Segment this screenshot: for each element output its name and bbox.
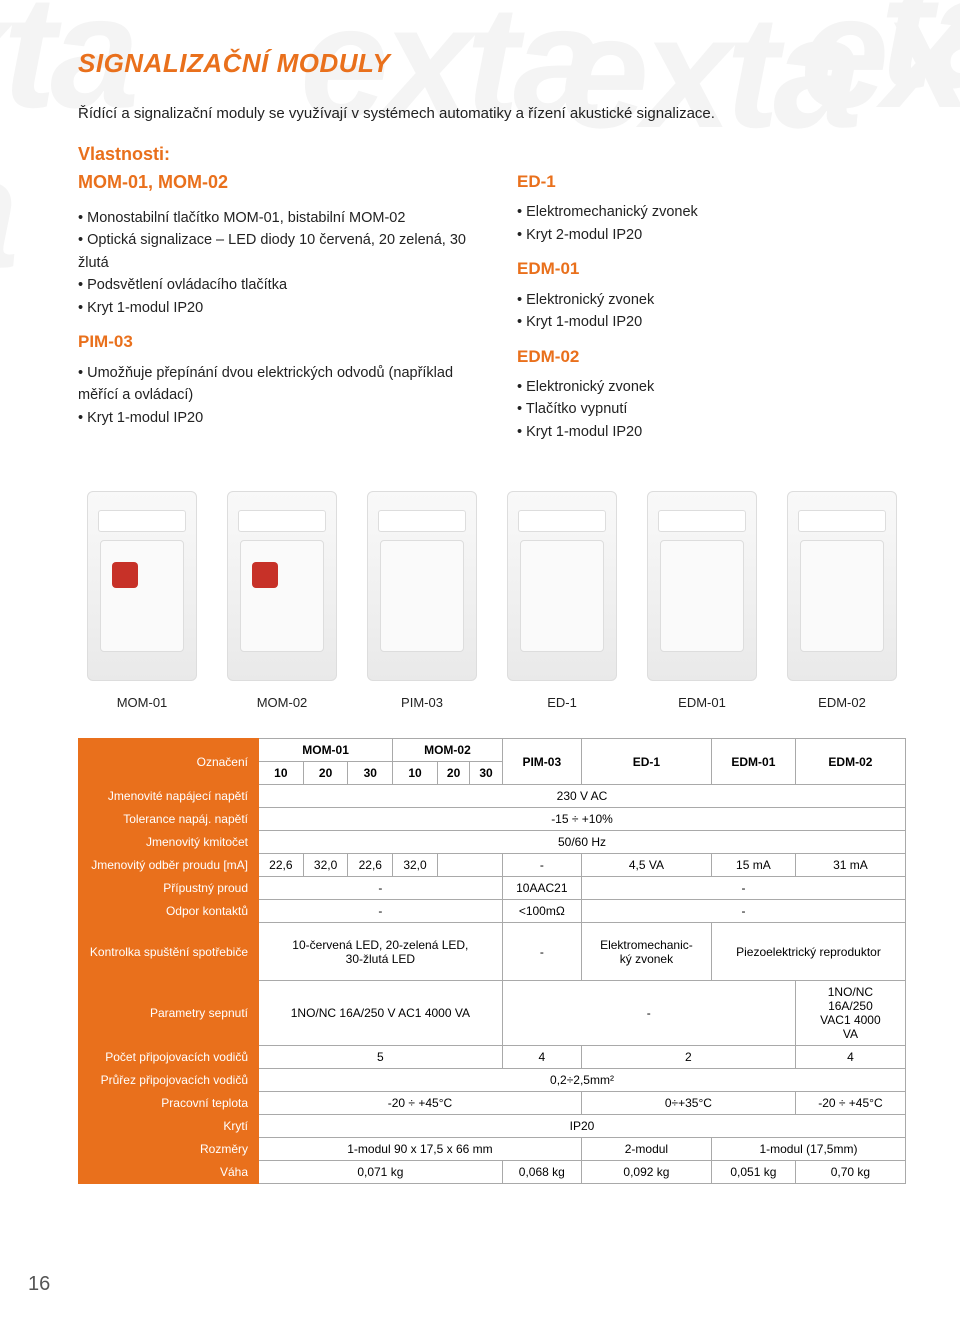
product-label: MOM-02 bbox=[257, 695, 308, 710]
right-column: ED-1 Elektromechanický zvonekKryt 2-modu… bbox=[517, 169, 906, 443]
page-number: 16 bbox=[28, 1273, 50, 1296]
bullet-item: Monostabilní tlačítko MOM-01, bistabilní… bbox=[78, 207, 467, 229]
bullet-item: Elektronický zvonek bbox=[517, 376, 906, 398]
sub-heading: ED-1 bbox=[517, 169, 906, 195]
product-label: EDM-01 bbox=[678, 695, 726, 710]
bullet-item: Elektronický zvonek bbox=[517, 289, 906, 311]
intro-text: Řídící a signalizační moduly se využívaj… bbox=[78, 105, 906, 122]
sub-heading: EDM-01 bbox=[517, 256, 906, 282]
product-item: MOM-01 bbox=[78, 491, 206, 710]
page-title: SIGNALIZAČNÍ MODULY bbox=[78, 48, 906, 79]
bullet-item: Optická signalizace – LED diody 10 červe… bbox=[78, 229, 467, 274]
bullet-item: Tlačítko vypnutí bbox=[517, 398, 906, 420]
sub-heading: MOM-01, MOM-02 bbox=[78, 169, 467, 197]
sub-heading: EDM-02 bbox=[517, 344, 906, 370]
product-item: MOM-02 bbox=[218, 491, 346, 710]
product-item: EDM-01 bbox=[638, 491, 766, 710]
product-item: EDM-02 bbox=[778, 491, 906, 710]
spec-table: OznačeníMOM-01MOM-02PIM-03ED-1EDM-01EDM-… bbox=[78, 738, 906, 1184]
product-label: PIM-03 bbox=[401, 695, 443, 710]
bullet-item: Kryt 1-modul IP20 bbox=[78, 407, 467, 429]
bullet-item: Kryt 1-modul IP20 bbox=[517, 311, 906, 333]
left-column: MOM-01, MOM-02 Monostabilní tlačítko MOM… bbox=[78, 169, 467, 443]
bullet-item: Elektromechanický zvonek bbox=[517, 201, 906, 223]
product-label: EDM-02 bbox=[818, 695, 866, 710]
product-item: PIM-03 bbox=[358, 491, 486, 710]
product-label: MOM-01 bbox=[117, 695, 168, 710]
props-heading: Vlastnosti: bbox=[78, 144, 906, 165]
product-label: ED-1 bbox=[547, 695, 577, 710]
sub-heading: PIM-03 bbox=[78, 329, 467, 355]
bullet-item: Kryt 1-modul IP20 bbox=[78, 297, 467, 319]
bullet-item: Kryt 1-modul IP20 bbox=[517, 421, 906, 443]
bullet-item: Kryt 2-modul IP20 bbox=[517, 224, 906, 246]
bullet-item: Podsvětlení ovládacího tlačítka bbox=[78, 274, 467, 296]
bullet-item: Umožňuje přepínání dvou elektrických odv… bbox=[78, 362, 467, 407]
product-item: ED-1 bbox=[498, 491, 626, 710]
